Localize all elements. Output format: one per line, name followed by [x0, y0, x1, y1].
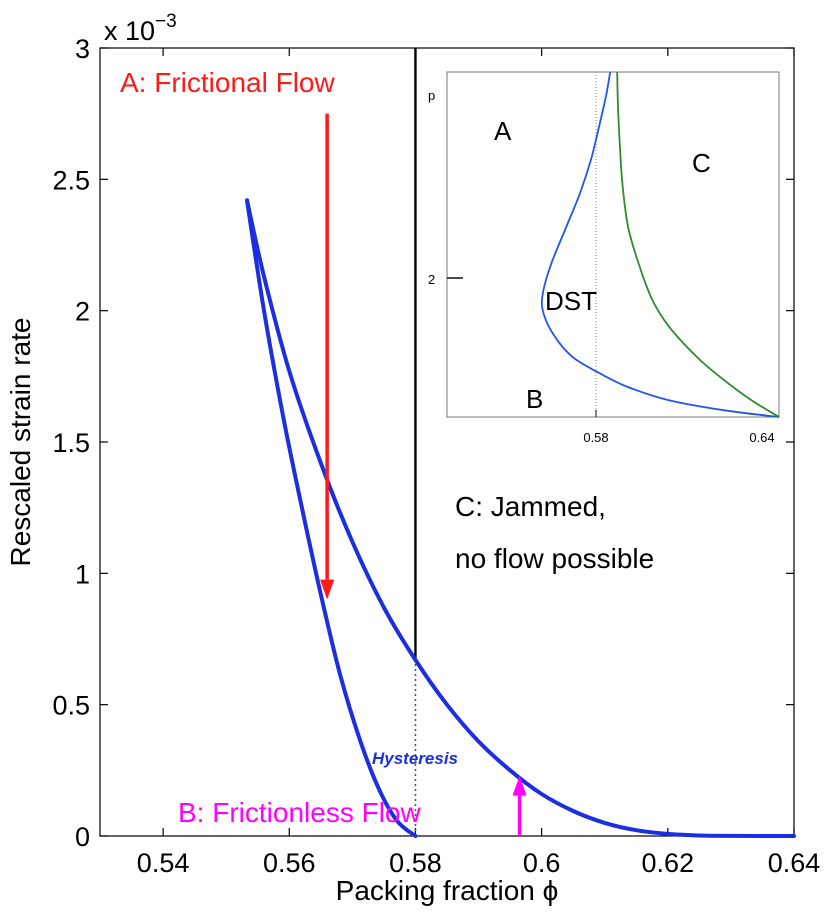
frictional-flow-label: A: Frictional Flow — [120, 67, 335, 98]
y-tick-label: 0.5 — [52, 691, 90, 721]
frictional-branch-curve — [245, 198, 796, 838]
y-tick-label: 3 — [75, 34, 90, 64]
y-tick-label: 2 — [75, 297, 90, 327]
frictionless-flow-arrow — [512, 775, 527, 836]
inset-frame — [446, 71, 780, 418]
inset-y-tick-label: 2 — [428, 272, 435, 287]
x-tick-label: 0.56 — [263, 848, 316, 878]
y-exponent: −3 — [155, 11, 177, 32]
frictional-flow-arrow — [320, 113, 335, 600]
y-tick-label: 0 — [75, 822, 90, 852]
y-multiplier: x 10−3 — [104, 11, 177, 46]
jammed-label-line1: C: Jammed, — [455, 491, 606, 522]
inset-region-dst: DST — [545, 286, 597, 316]
hysteresis-label: Hysteresis — [372, 749, 458, 768]
frictionless-branch-curve — [245, 198, 418, 838]
inset-x-tick-label-064: 0.64 — [749, 430, 774, 445]
inset-chart: 0.58 0.64 2 p A B C DST — [428, 71, 780, 445]
x-axis: 0.54 0.56 0.58 0.6 0.62 0.64 — [137, 48, 820, 878]
x-tick-label: 0.58 — [389, 848, 442, 878]
inset-x-tick-label-058: 0.58 — [583, 430, 608, 445]
x-tick-label: 0.6 — [523, 848, 561, 878]
inset-green-curve — [616, 71, 780, 418]
x-tick-label: 0.54 — [137, 848, 190, 878]
y-tick-label: 2.5 — [52, 165, 90, 195]
frictionless-flow-label: B: Frictionless Flow — [178, 797, 421, 828]
jammed-label-line2: no flow possible — [455, 543, 654, 574]
y-tick-label: 1.5 — [52, 428, 90, 458]
x-tick-label: 0.62 — [642, 848, 695, 878]
inset-region-a: A — [494, 116, 512, 146]
y-axis: 0 0.5 1 1.5 2 2.5 3 — [52, 34, 794, 852]
inset-region-c: C — [692, 148, 711, 178]
x-tick-label: 0.64 — [768, 848, 821, 878]
inset-blue-curve — [540, 71, 780, 418]
y-tick-label: 1 — [75, 559, 90, 589]
y-axis-label: Rescaled strain rate — [5, 317, 36, 566]
x-axis-label: Packing fraction ϕ — [336, 875, 559, 906]
inset-region-b: B — [526, 384, 543, 414]
inset-y-axis-label: p — [428, 88, 435, 103]
